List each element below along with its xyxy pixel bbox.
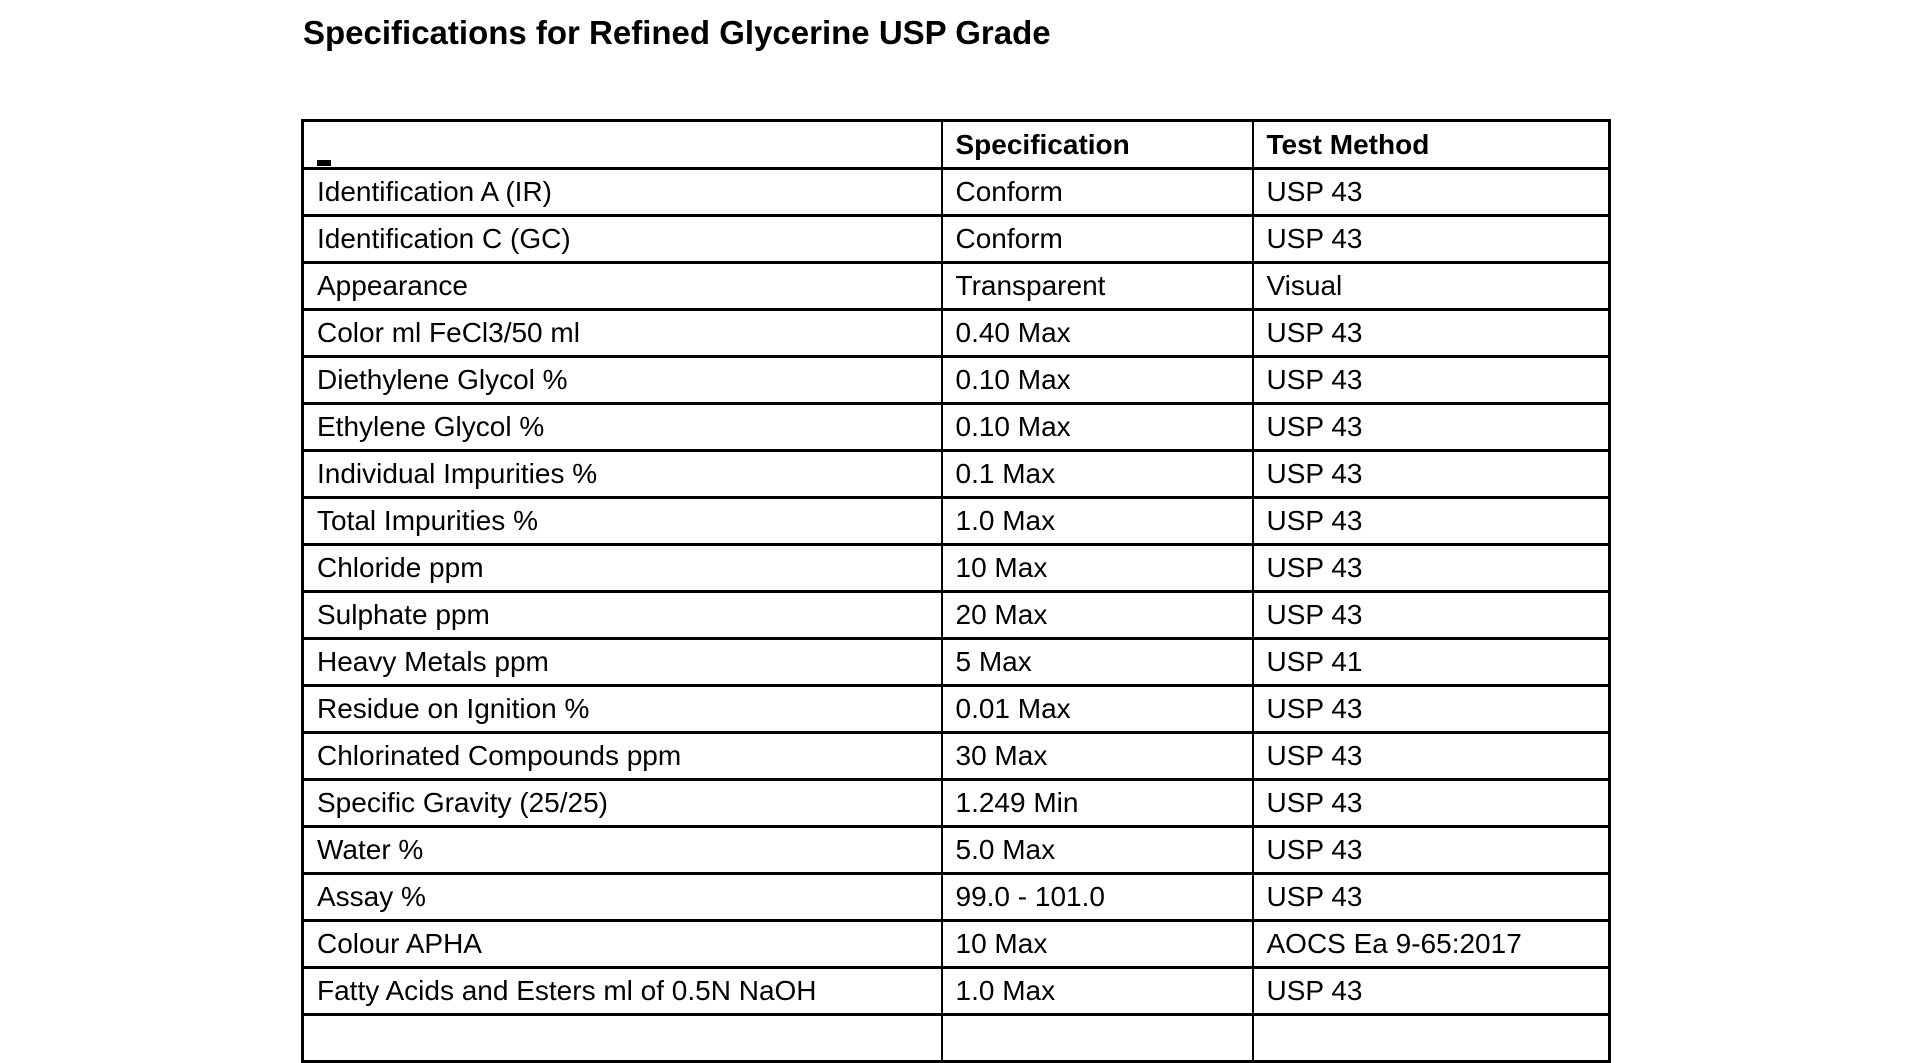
table-row: Water % 5.0 Max USP 43 (301, 825, 1611, 875)
parameter-cell: Heavy Metals ppm (301, 637, 943, 687)
specification-cell: 0.1 Max (940, 449, 1254, 499)
spec-table-body: Identification A (IR) Conform USP 43 Identi… (301, 167, 1611, 1063)
test-method-cell: USP 43 (1251, 825, 1611, 875)
test-method-cell: USP 43 (1251, 684, 1611, 734)
table-row: Ethylene Glycol % 0.10 Max USP 43 (301, 402, 1611, 452)
parameter-cell: Identification A (IR) (301, 167, 943, 217)
specification-cell (940, 1013, 1254, 1063)
parameter-cell (301, 1013, 943, 1063)
parameter-cell: Total Impurities % (301, 496, 943, 546)
parameter-cell: Individual Impurities % (301, 449, 943, 499)
header-parameter-cell (301, 119, 943, 170)
table-row: Individual Impurities % 0.1 Max USP 43 (301, 449, 1611, 499)
specification-cell: 10 Max (940, 919, 1254, 969)
table-row: Chlorinated Compounds ppm 30 Max USP 43 (301, 731, 1611, 781)
header-test-method-cell: Test Method (1251, 119, 1611, 170)
test-method-cell: USP 43 (1251, 966, 1611, 1016)
table-row: Identification A (IR) Conform USP 43 (301, 167, 1611, 217)
test-method-cell: USP 43 (1251, 496, 1611, 546)
specification-cell: 30 Max (940, 731, 1254, 781)
parameter-cell: Chlorinated Compounds ppm (301, 731, 943, 781)
parameter-cell: Water % (301, 825, 943, 875)
parameter-cell: Appearance (301, 261, 943, 311)
specification-cell: Conform (940, 167, 1254, 217)
parameter-cell: Assay % (301, 872, 943, 922)
test-method-cell: USP 41 (1251, 637, 1611, 687)
specification-cell: 1.0 Max (940, 496, 1254, 546)
specification-cell: 1.249 Min (940, 778, 1254, 828)
test-method-cell: USP 43 (1251, 308, 1611, 358)
test-method-cell: Visual (1251, 261, 1611, 311)
specification-cell: 0.01 Max (940, 684, 1254, 734)
test-method-cell: USP 43 (1251, 449, 1611, 499)
table-row: Fatty Acids and Esters ml of 0.5N NaOH 1.… (301, 966, 1611, 1016)
parameter-cell: Color ml FeCl3/50 ml (301, 308, 943, 358)
test-method-cell: USP 43 (1251, 731, 1611, 781)
table-row: Total Impurities % 1.0 Max USP 43 (301, 496, 1611, 546)
table-row: Specific Gravity (25/25) 1.249 Min USP 43 (301, 778, 1611, 828)
table-row: Heavy Metals ppm 5 Max USP 41 (301, 637, 1611, 687)
test-method-cell: USP 43 (1251, 402, 1611, 452)
test-method-cell (1251, 1013, 1611, 1063)
page-title: Specifications for Refined Glycerine USP… (303, 14, 1051, 51)
table-row: Chloride ppm 10 Max USP 43 (301, 543, 1611, 593)
specification-cell: 10 Max (940, 543, 1254, 593)
table-row: Residue on Ignition % 0.01 Max USP 43 (301, 684, 1611, 734)
underscore-mark-icon (317, 160, 331, 166)
table-row: Color ml FeCl3/50 ml 0.40 Max USP 43 (301, 308, 1611, 358)
parameter-cell: Residue on Ignition % (301, 684, 943, 734)
test-method-cell: USP 43 (1251, 543, 1611, 593)
table-header: Specification Test Method (301, 119, 1611, 170)
specifications-table: Specification Test Method Identification… (301, 119, 1611, 1063)
table-row: Assay % 99.0 - 101.0 USP 43 (301, 872, 1611, 922)
test-method-cell: USP 43 (1251, 214, 1611, 264)
specification-cell: 0.40 Max (940, 308, 1254, 358)
parameter-cell: Fatty Acids and Esters ml of 0.5N NaOH (301, 966, 943, 1016)
specification-cell: Transparent (940, 261, 1254, 311)
specification-cell: 5 Max (940, 637, 1254, 687)
test-method-cell: USP 43 (1251, 778, 1611, 828)
test-method-cell: AOCS Ea 9-65:2017 (1251, 919, 1611, 969)
header-row: Specification Test Method (301, 119, 1611, 170)
specification-cell: 5.0 Max (940, 825, 1254, 875)
table-row: Diethylene Glycol % 0.10 Max USP 43 (301, 355, 1611, 405)
table-row: Colour APHA 10 Max AOCS Ea 9-65:2017 (301, 919, 1611, 969)
test-method-cell: USP 43 (1251, 355, 1611, 405)
parameter-cell: Specific Gravity (25/25) (301, 778, 943, 828)
test-method-cell: USP 43 (1251, 872, 1611, 922)
parameter-cell: Colour APHA (301, 919, 943, 969)
header-specification-cell: Specification (940, 119, 1254, 170)
specification-cell: 20 Max (940, 590, 1254, 640)
empty-row (301, 1013, 1611, 1063)
specification-cell: 0.10 Max (940, 402, 1254, 452)
specification-cell: 1.0 Max (940, 966, 1254, 1016)
test-method-cell: USP 43 (1251, 167, 1611, 217)
parameter-cell: Sulphate ppm (301, 590, 943, 640)
specification-cell: Conform (940, 214, 1254, 264)
specification-cell: 0.10 Max (940, 355, 1254, 405)
table-row: Sulphate ppm 20 Max USP 43 (301, 590, 1611, 640)
parameter-cell: Chloride ppm (301, 543, 943, 593)
table-row: Identification C (GC) Conform USP 43 (301, 214, 1611, 264)
test-method-cell: USP 43 (1251, 590, 1611, 640)
table-row: Appearance Transparent Visual (301, 261, 1611, 311)
specification-cell: 99.0 - 101.0 (940, 872, 1254, 922)
document-page: Specifications for Refined Glycerine USP… (301, 14, 1611, 1063)
parameter-cell: Ethylene Glycol % (301, 402, 943, 452)
parameter-cell: Diethylene Glycol % (301, 355, 943, 405)
parameter-cell: Identification C (GC) (301, 214, 943, 264)
